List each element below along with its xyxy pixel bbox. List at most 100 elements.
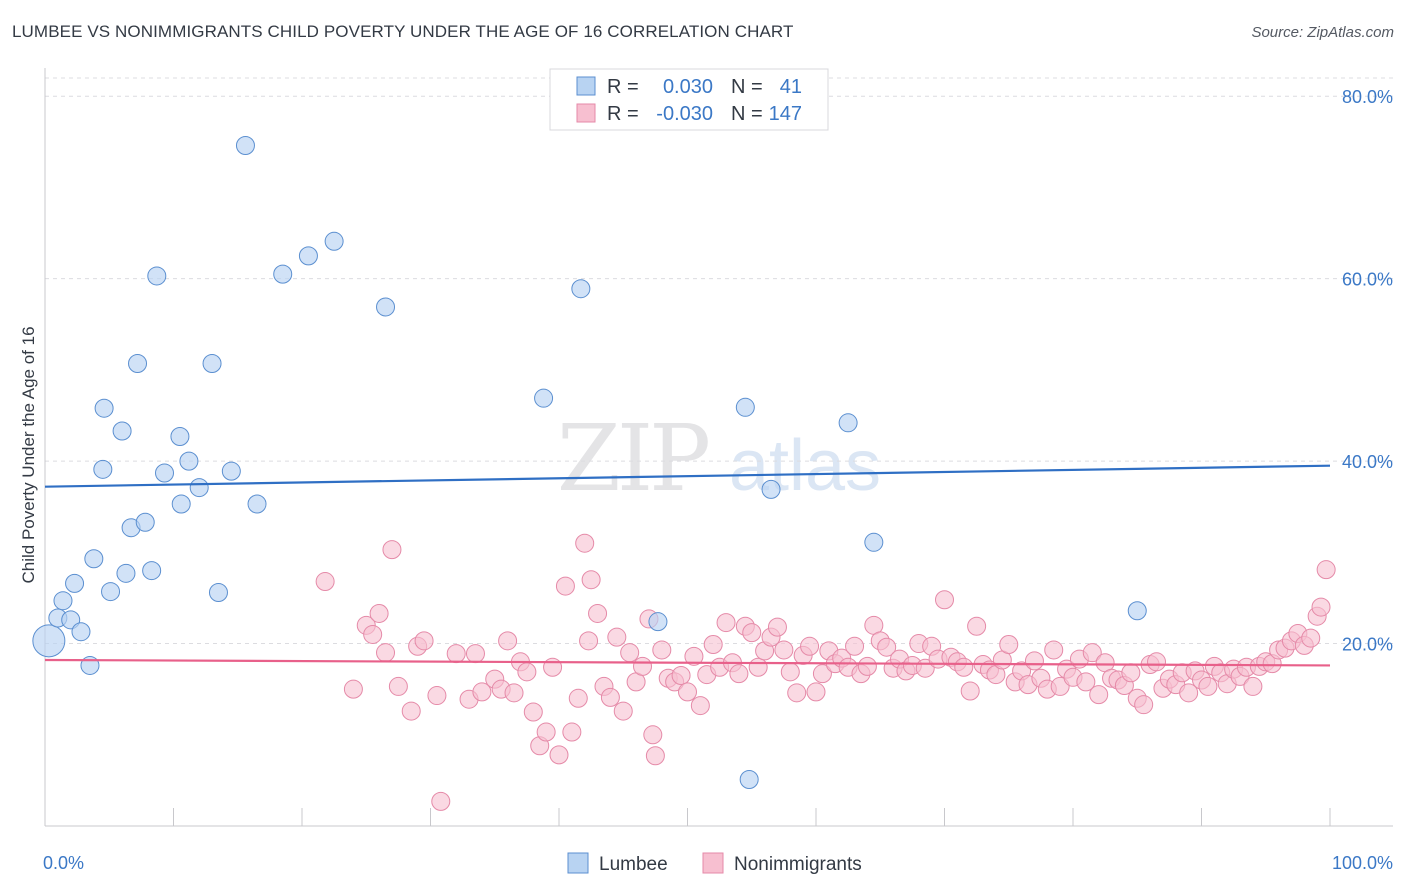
lumbee-point <box>32 624 66 658</box>
nonimmigrants-point <box>774 640 794 660</box>
y-tick-label: 60.0% <box>1342 270 1393 290</box>
nonimmigrants-point <box>1082 643 1102 663</box>
lumbee-point <box>648 612 668 632</box>
nonimmigrants-point <box>1076 672 1096 692</box>
x-tick-label-end: 100.0% <box>1332 853 1393 873</box>
nonimmigrants-point <box>1089 685 1109 705</box>
lumbee-point <box>864 532 884 552</box>
nonimmigrants-point <box>581 570 601 590</box>
nonimmigrants-point <box>1311 597 1331 617</box>
lumbee-points <box>32 136 1147 789</box>
nonimmigrants-point <box>465 644 485 664</box>
nonimmigrants-point <box>388 676 408 696</box>
chart-title: LUMBEE VS NONIMMIGRANTS CHILD POVERTY UN… <box>12 22 794 41</box>
bottom-legend-nonimmigrants: Nonimmigrants <box>734 854 862 875</box>
nonimmigrants-point <box>703 634 723 654</box>
nonimmigrants-point <box>431 791 451 811</box>
legend-n-value-nonimmigrants: 147 <box>769 103 802 125</box>
nonimmigrants-point <box>369 603 389 623</box>
lumbee-point <box>101 582 121 602</box>
nonimmigrants-point <box>652 640 672 660</box>
lumbee-point <box>142 561 162 581</box>
lumbee-point <box>761 479 781 499</box>
nonimmigrants-point <box>954 657 974 677</box>
lumbee-point <box>84 549 104 569</box>
nonimmigrants-point <box>716 613 736 633</box>
tick-labels: 20.0% 40.0% 60.0% 80.0% 0.0% 100.0% <box>43 87 1393 873</box>
nonimmigrants-point <box>800 636 820 656</box>
lumbee-point <box>179 451 199 471</box>
lumbee-point <box>208 582 228 602</box>
nonimmigrants-points <box>315 533 1336 811</box>
nonimmigrants-point <box>427 686 447 706</box>
lumbee-point <box>298 246 318 266</box>
legend-r-value-nonimmigrants: -0.030 <box>656 103 713 125</box>
nonimmigrants-point <box>600 687 620 707</box>
legend-swatch-nonimmigrants <box>576 103 596 123</box>
nonimmigrants-point <box>607 627 627 647</box>
lumbee-point <box>147 266 167 286</box>
lumbee-point <box>112 421 132 441</box>
nonimmigrants-point <box>1147 652 1167 672</box>
nonimmigrants-point <box>1301 628 1321 648</box>
nonimmigrants-point <box>579 631 599 651</box>
nonimmigrants-point <box>523 702 543 722</box>
nonimmigrants-point <box>1044 640 1064 660</box>
legend-swatch-lumbee <box>576 76 596 96</box>
lumbee-point <box>221 461 241 481</box>
nonimmigrants-point <box>315 572 335 592</box>
lumbee-point <box>273 264 293 284</box>
legend-r-label-nonimmigrants: R = <box>607 103 639 125</box>
nonimmigrants-point <box>498 631 518 651</box>
nonimmigrants-point <box>446 644 466 664</box>
nonimmigrants-point <box>812 664 832 684</box>
nonimmigrants-point <box>504 683 524 703</box>
nonimmigrants-point <box>1134 695 1154 715</box>
nonimmigrants-point <box>363 624 383 644</box>
y-tick-label: 80.0% <box>1342 87 1393 107</box>
nonimmigrants-point <box>780 662 800 682</box>
bottom-legend-swatch-lumbee <box>567 852 589 874</box>
legend-n-label-lumbee: N = <box>731 76 763 98</box>
legend-box <box>549 68 829 131</box>
nonimmigrants-point <box>472 682 492 702</box>
nonimmigrants-point <box>549 745 569 765</box>
nonimmigrants-point <box>935 590 954 610</box>
watermark-atlas: atlas <box>729 426 881 506</box>
correlation-legend: R = 0.030 N = 41 R = -0.030 N = 147 <box>549 68 829 131</box>
nonimmigrants-point <box>643 725 663 745</box>
nonimmigrants-point <box>748 657 768 677</box>
legend-n-label-nonimmigrants: N = <box>731 103 763 125</box>
nonimmigrants-point <box>678 682 697 702</box>
axes <box>44 68 1393 827</box>
nonimmigrants-point <box>645 746 665 766</box>
nonimmigrants-point <box>960 681 980 701</box>
nonimmigrants-point <box>1316 560 1336 580</box>
bottom-legend-lumbee: Lumbee <box>599 854 668 875</box>
nonimmigrants-point <box>806 682 826 702</box>
nonimmigrants-point <box>1243 676 1263 696</box>
y-axis-label: Child Poverty Under the Age of 16 <box>19 326 38 583</box>
nonimmigrants-point <box>690 696 710 716</box>
lumbee-point <box>170 426 190 446</box>
legend-n-value-lumbee: 41 <box>780 76 802 98</box>
nonimmigrants-point <box>999 634 1019 654</box>
lumbee-point <box>324 231 344 251</box>
lumbee-point <box>235 136 255 156</box>
bottom-legend-swatch-nonimmigrants <box>702 852 724 874</box>
lumbee-point <box>739 769 759 789</box>
nonimmigrants-point <box>1050 676 1070 696</box>
lumbee-point <box>571 279 591 299</box>
nonimmigrants-point <box>401 701 421 721</box>
nonimmigrants-point <box>575 533 595 553</box>
trend-lines <box>44 464 1331 667</box>
lumbee-point <box>53 591 73 611</box>
lumbee-point <box>116 563 136 583</box>
lumbee-trend-line <box>44 464 1331 488</box>
y-tick-label: 20.0% <box>1342 635 1393 655</box>
gridlines <box>45 77 1393 645</box>
lumbee-point <box>93 459 113 479</box>
watermark-zip: ZIP <box>557 405 708 512</box>
lumbee-point <box>534 388 554 408</box>
